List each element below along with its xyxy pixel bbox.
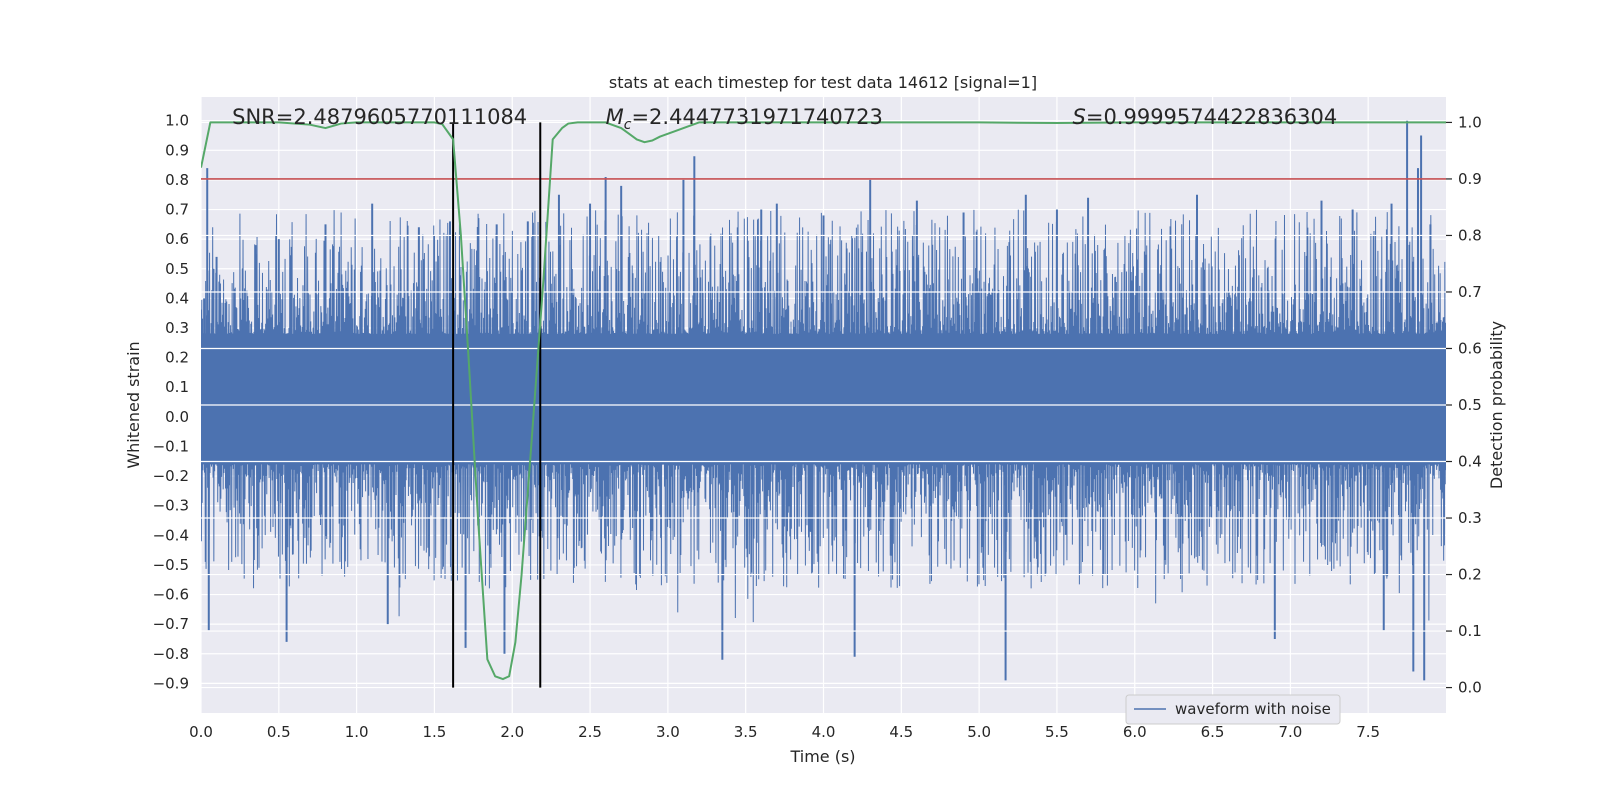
x-tick-label: 2.5 — [578, 723, 602, 741]
y-tick-label: −0.3 — [153, 497, 189, 515]
x-tick-label: 7.0 — [1278, 723, 1302, 741]
x-tick-label: 4.0 — [812, 723, 836, 741]
snr-annotation: SNR=2.4879605770111084 — [232, 105, 527, 129]
y2-tick-label: 0.8 — [1458, 226, 1482, 244]
chirp-mass-subscript: c — [624, 117, 632, 133]
y2-tick-label: 0.7 — [1458, 283, 1482, 301]
chart-title: stats at each timestep for test data 146… — [609, 73, 1037, 92]
y-tick-label: 1.0 — [165, 112, 189, 130]
y-tick-label: −0.6 — [153, 586, 189, 604]
s-annotation: S=0.9999574422836304 — [1073, 105, 1338, 129]
x-tick-label: 6.5 — [1201, 723, 1225, 741]
y-tick-label: 0.4 — [165, 289, 189, 307]
y2-axis-title: Detection probability — [1487, 321, 1506, 489]
x-tick-label: 0.0 — [189, 723, 213, 741]
y-tick-label: 0.0 — [165, 408, 189, 426]
x-tick-label: 7.5 — [1356, 723, 1380, 741]
legend-box — [1125, 694, 1341, 725]
chirp-mass-symbol: M — [606, 105, 624, 129]
x-tick-label: 1.0 — [345, 723, 369, 741]
y2-tick-label: 0.4 — [1458, 453, 1482, 471]
x-axis-ticks: 0.0 0.5 1.0 1.5 2.0 2.5 3.0 3.5 4.0 4.5 5.0 5.5 6.0 6… — [189, 723, 1380, 741]
y-tick-label: 0.8 — [165, 171, 189, 189]
y2-tick-label: 1.0 — [1458, 113, 1482, 131]
y-tick-label: −0.9 — [153, 674, 189, 692]
series-detection-probability — [201, 121, 1446, 681]
chirp-mass-annotation: Mc=2.4447731971740723 — [606, 105, 883, 133]
y2-tick-label: 0.6 — [1458, 339, 1482, 357]
vertical-markers — [452, 122, 542, 688]
y2-tick-label: 0.5 — [1458, 396, 1482, 414]
y2-tick-label: 0.0 — [1458, 679, 1482, 697]
y-axis-ticks: −0.9 −0.8 −0.7 −0.6 −0.5 −0.4 −0.3 −0.2 −0.1 0.0 0… — [153, 112, 189, 693]
x-tick-label: 4.5 — [889, 723, 913, 741]
x-tick-label: 3.5 — [734, 723, 758, 741]
y-tick-label: −0.8 — [153, 645, 189, 663]
y2-tick-label: 0.3 — [1458, 509, 1482, 527]
x-axis-title: Time (s) — [789, 747, 855, 766]
y-tick-label: −0.1 — [153, 437, 189, 455]
y-tick-label: 0.6 — [165, 230, 189, 248]
y-tick-label: 0.5 — [165, 260, 189, 278]
y-tick-label: −0.7 — [153, 615, 189, 633]
chirp-mass-value: =2.4447731971740723 — [631, 105, 882, 129]
series-waveform-with-noise — [201, 120, 1446, 681]
legend-label-waveform: waveform with noise — [1175, 700, 1331, 718]
x-tick-label: 5.0 — [967, 723, 991, 741]
s-value: =0.9999574422836304 — [1086, 105, 1337, 129]
x-tick-label: 6.0 — [1123, 723, 1147, 741]
y-tick-label: −0.5 — [153, 556, 189, 574]
x-tick-label: 5.5 — [1045, 723, 1069, 741]
waveform-core — [201, 333, 1446, 465]
y2-tick-label: 0.9 — [1458, 170, 1482, 188]
y2-axis-ticks: 0.0 0.1 0.2 0.3 0.4 0.5 0.6 0.7 0.8 0.9 1.0 — [1446, 113, 1482, 697]
x-tick-label: 3.0 — [656, 723, 680, 741]
y-tick-label: −0.2 — [153, 467, 189, 485]
y2-tick-label: 0.2 — [1458, 566, 1482, 584]
y-tick-label: −0.4 — [153, 526, 189, 544]
probability-line — [201, 121, 1446, 681]
x-tick-label: 0.5 — [267, 723, 291, 741]
y-tick-label: 0.2 — [165, 349, 189, 367]
x-tick-label: 1.5 — [423, 723, 447, 741]
y-axis-title: Whitened strain — [124, 341, 143, 468]
y2-tick-label: 0.1 — [1458, 622, 1482, 640]
y-tick-label: 0.3 — [165, 319, 189, 337]
x-tick-label: 2.0 — [500, 723, 524, 741]
y-tick-label: 0.9 — [165, 141, 189, 159]
y-tick-label: 0.7 — [165, 201, 189, 219]
s-symbol: S — [1073, 105, 1086, 129]
legend: waveform with noise — [1125, 694, 1341, 725]
y-tick-label: 0.1 — [165, 378, 189, 396]
